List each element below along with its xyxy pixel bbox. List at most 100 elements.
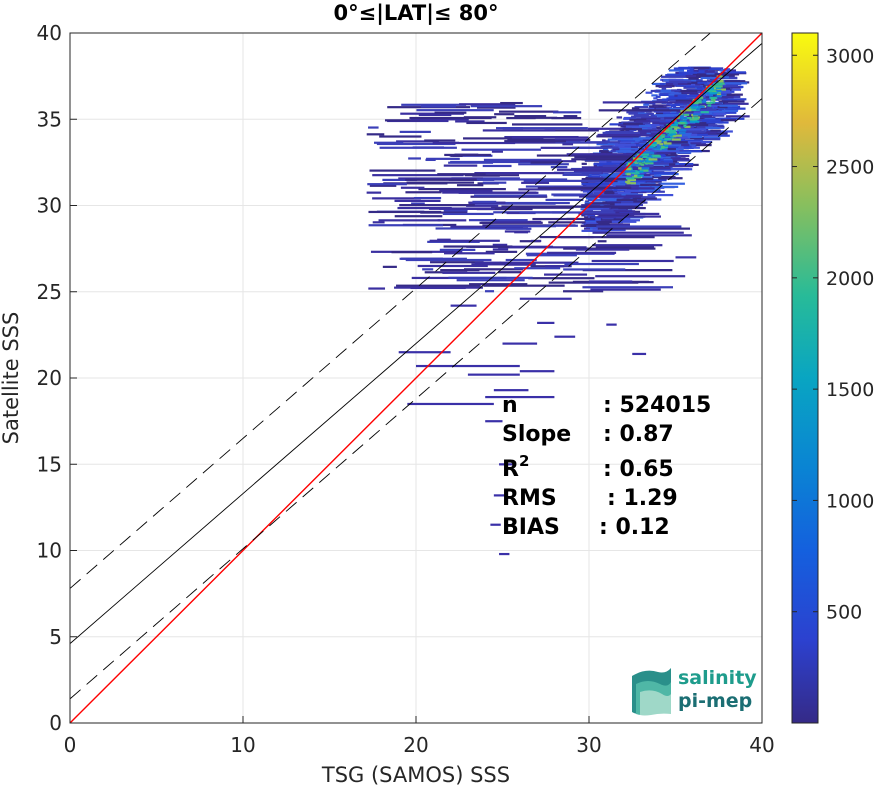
density-cell [562, 143, 574, 146]
density-cell [596, 135, 639, 138]
density-cell [651, 185, 679, 188]
density-cell [721, 109, 738, 113]
density-cell [599, 161, 607, 164]
density-cell [366, 133, 385, 136]
density-cell [693, 117, 700, 120]
density-cell [619, 128, 642, 131]
density-cell [611, 160, 626, 163]
density-cell [667, 133, 673, 137]
density-cell [448, 276, 533, 279]
density-cell [442, 212, 494, 216]
density-cell [472, 200, 497, 203]
density-cell [684, 128, 707, 131]
density-cell [629, 161, 639, 164]
density-cell [706, 101, 713, 105]
density-cell [581, 224, 608, 228]
density-cell [379, 135, 422, 138]
density-cell [399, 257, 467, 260]
density-cell [544, 273, 588, 276]
density-cell [500, 101, 523, 105]
density-cell [396, 284, 481, 287]
density-cell [408, 157, 421, 160]
density-cell [585, 220, 596, 223]
density-cell [384, 119, 421, 122]
density-cell [626, 182, 636, 185]
density-cell [722, 88, 742, 91]
density-cell [471, 263, 536, 266]
y-tick-label-5: 25 [37, 280, 62, 304]
ref-line-regression [70, 43, 762, 644]
density-cell [598, 109, 681, 112]
density-cell [706, 79, 719, 82]
density-cell [667, 126, 694, 129]
density-cell [521, 181, 550, 184]
density-cell [654, 90, 682, 93]
density-cell [715, 86, 722, 90]
density-cell [650, 114, 656, 117]
density-cell [613, 141, 639, 144]
density-cell [676, 116, 680, 120]
density-cell [611, 208, 627, 212]
density-cell [493, 389, 529, 392]
density-cell [675, 99, 694, 102]
density-cell [707, 90, 713, 93]
density-cell [596, 221, 623, 224]
density-cell [713, 83, 723, 86]
density-cell [483, 284, 565, 287]
x-tick-label-1: 10 [230, 733, 255, 757]
density-cell [654, 140, 662, 143]
density-cell [466, 204, 499, 207]
density-cell [492, 220, 542, 223]
density-cell [519, 297, 572, 300]
density-cell [659, 143, 664, 146]
density-cell [634, 127, 652, 131]
density-cell [536, 154, 632, 157]
y-tick-label-8: 40 [37, 21, 62, 45]
density-cell [597, 240, 607, 243]
density-cell [647, 126, 653, 130]
density-cell [717, 84, 739, 87]
density-cell [633, 158, 643, 161]
density-cell [672, 160, 678, 163]
density-cell [644, 162, 654, 165]
stat-slope-label: Slope [502, 422, 571, 447]
density-cell [707, 104, 712, 107]
density-cell [597, 227, 690, 230]
density-cell [661, 158, 674, 161]
density-cell [601, 228, 626, 232]
density-cell [589, 280, 633, 283]
density-cell [679, 130, 706, 133]
density-cell [635, 139, 640, 142]
density-cell [679, 143, 690, 147]
density-cell [401, 103, 467, 106]
density-cell [596, 225, 682, 228]
density-cell [629, 129, 634, 132]
density-cell [604, 179, 618, 183]
density-cell [638, 124, 652, 128]
density-cell [643, 103, 649, 106]
density-cell [716, 89, 722, 93]
density-cell [692, 73, 706, 76]
density-cell [469, 283, 528, 286]
density-cell [602, 176, 629, 179]
density-cell [640, 163, 645, 166]
density-cell [526, 254, 577, 257]
y-tick-label-6: 30 [37, 194, 62, 218]
density-cell [424, 139, 456, 142]
density-cell [668, 123, 678, 126]
density-cell [563, 290, 604, 293]
density-cell [674, 159, 691, 162]
density-cell [618, 191, 638, 194]
density-cell [613, 148, 620, 151]
density-cell [586, 223, 611, 226]
density-cell [429, 239, 500, 242]
density-cell [604, 134, 681, 137]
density-cell [409, 116, 492, 120]
density-cell [698, 97, 703, 100]
density-cell [706, 124, 718, 127]
density-cell [581, 162, 587, 165]
density-cell [519, 240, 541, 243]
density-cell [678, 129, 687, 132]
density-cell [676, 154, 690, 158]
density-cell [588, 127, 623, 130]
